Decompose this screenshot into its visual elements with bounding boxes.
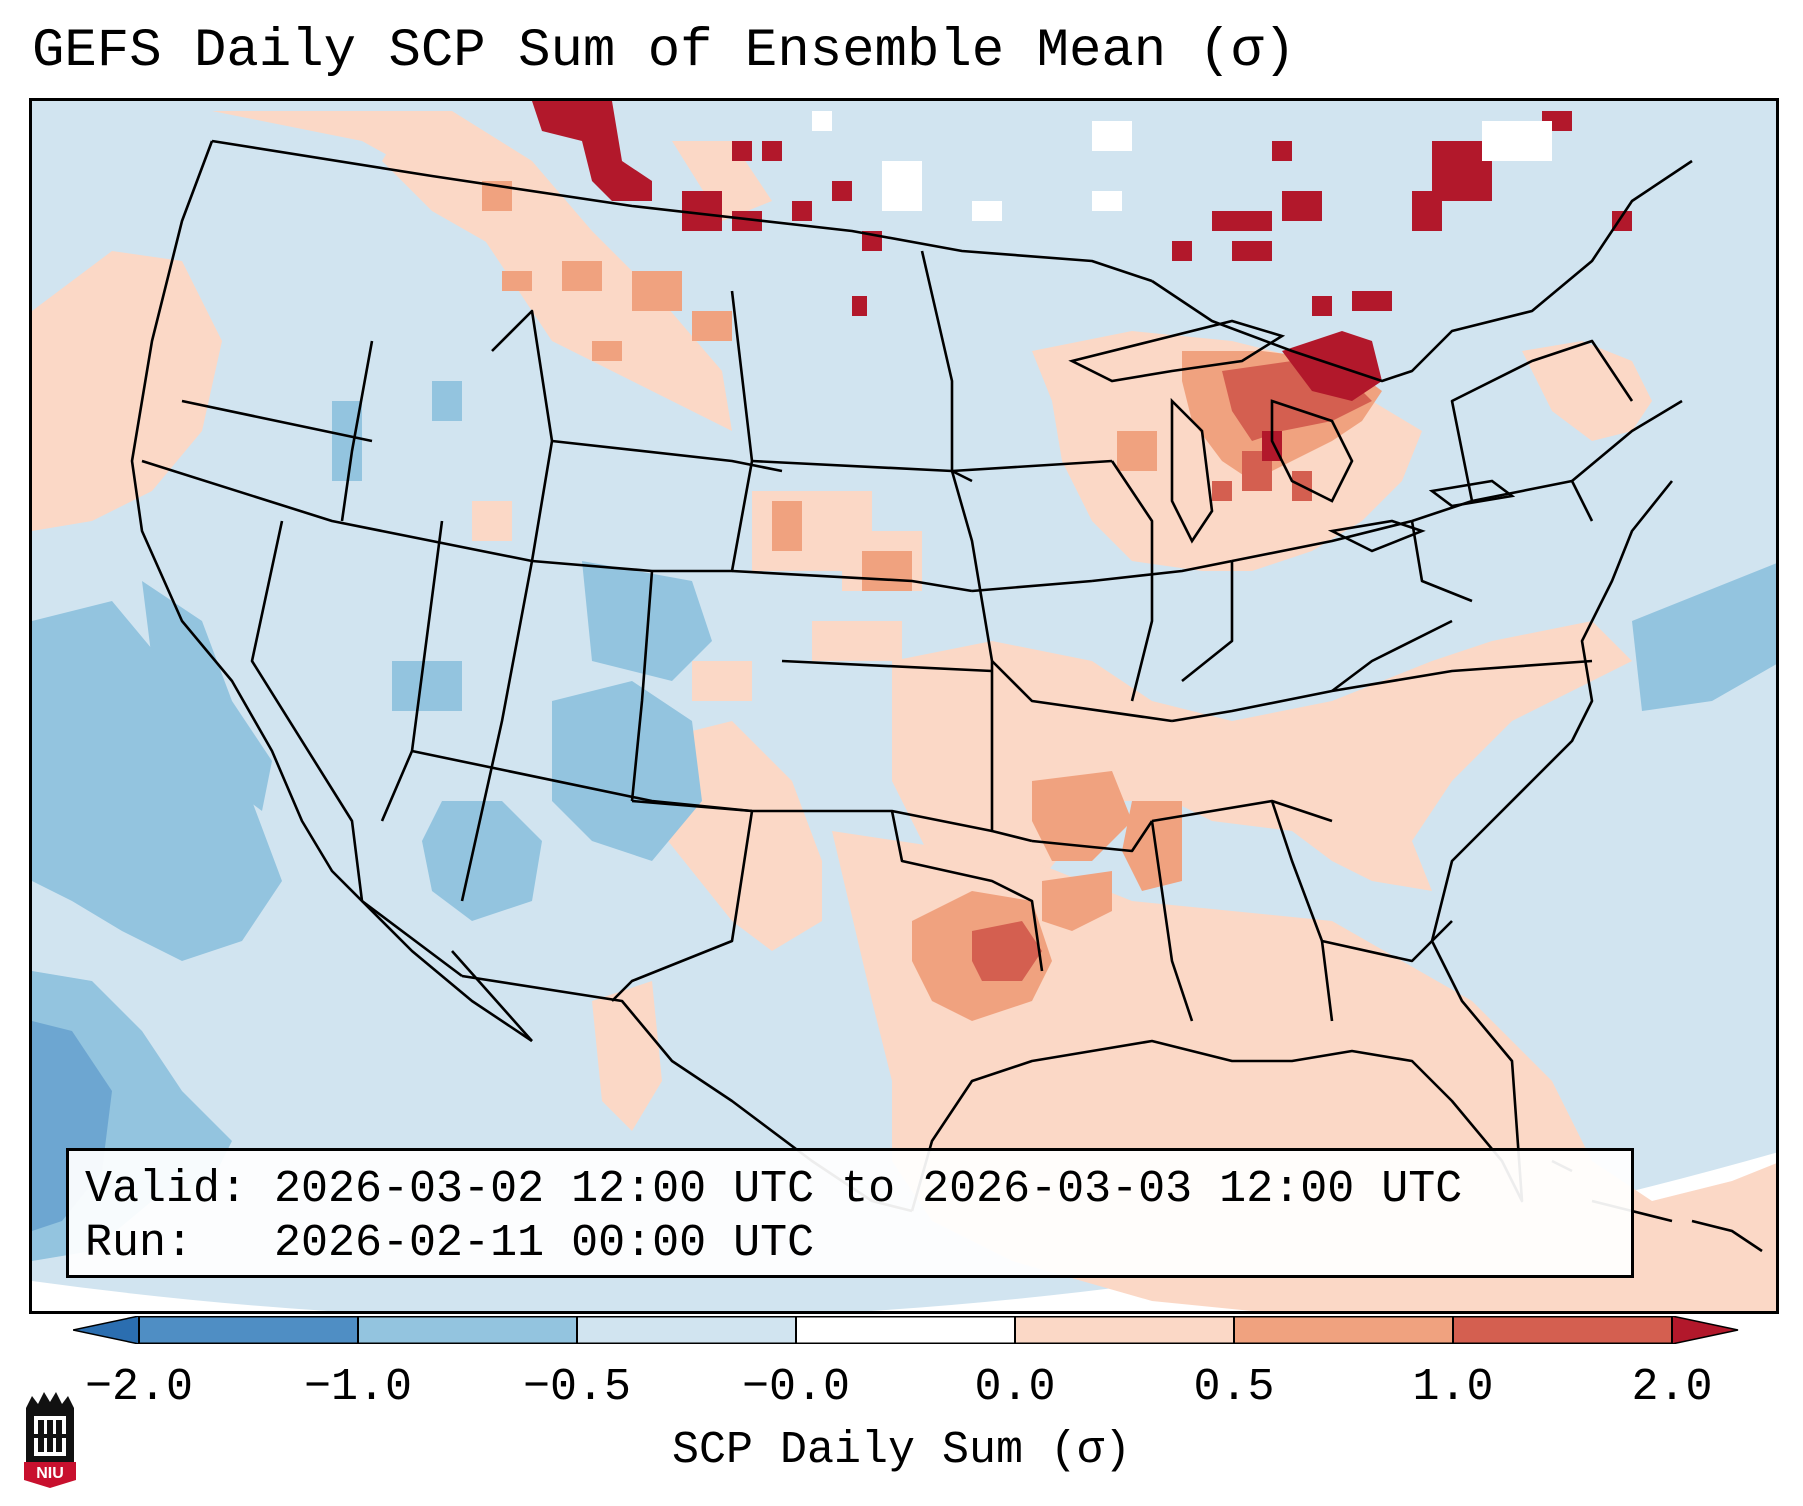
lake-ontario (1428, 479, 1516, 508)
colorbar-bin (1234, 1316, 1453, 1344)
niu-logo-icon: NIU (24, 1392, 76, 1488)
colorbar-bin (1015, 1316, 1234, 1344)
nevada (250, 520, 364, 902)
colorbar-extension-high (1671, 1316, 1739, 1344)
kansas-moderate (772, 501, 912, 591)
canada-white-neutral (812, 111, 1552, 221)
michigan-extreme (1262, 331, 1382, 461)
colorbar (73, 1316, 1739, 1344)
colorbar-bin (577, 1316, 796, 1344)
lake-michigan (1170, 397, 1214, 544)
us-canada-border (211, 139, 1153, 283)
colorbar-bin (1453, 1316, 1672, 1344)
colorbar-bin (139, 1316, 358, 1344)
colorbar-tick-label: 2.0 (1631, 1362, 1713, 1413)
colorbar-extension-low (73, 1316, 140, 1344)
lake-huron (1270, 399, 1354, 503)
run-time-line: Run: 2026-02-11 00:00 UTC (85, 1218, 815, 1269)
colorbar-tick-label: −1.0 (303, 1362, 413, 1413)
east-texas-strong (972, 921, 1042, 981)
colorbar-bin (358, 1316, 577, 1344)
colorbar-bins (73, 1316, 1739, 1344)
colorbar-tick-label: 0.0 (974, 1362, 1056, 1413)
anomaly-map (32, 101, 1776, 1311)
valid-time-line: Valid: 2026-03-02 12:00 UTC to 2026-03-0… (85, 1164, 1463, 1215)
lake-superior (1068, 319, 1286, 383)
atlantic-negative-anomaly (1632, 563, 1776, 711)
west-coast (130, 140, 533, 1043)
political-borders (130, 139, 1693, 1213)
logo-text: NIU (36, 1465, 64, 1482)
colorbar-tick-label: 1.0 (1412, 1362, 1494, 1413)
colorbar-tick-label: −0.5 (522, 1362, 632, 1413)
baja-border (451, 950, 533, 1042)
colorbar-tick-label: −2.0 (84, 1362, 194, 1413)
montana-moderate-positive (482, 181, 732, 361)
colorbar-tick-marks (138, 1316, 1673, 1344)
plains-east-border (920, 250, 1033, 843)
northeast-border (1151, 159, 1693, 383)
map-title: GEFS Daily SCP Sum of Ensemble Mean (σ) (32, 21, 1296, 82)
colorbar-tick-label: −0.0 (741, 1362, 851, 1413)
map-panel (29, 98, 1779, 1314)
great-lakes-outlines (1068, 319, 1516, 553)
idaho-washington (340, 340, 374, 522)
lake-erie (1327, 519, 1426, 553)
colorbar-tick-label: 0.5 (1193, 1362, 1275, 1413)
colorbar-label: SCP Daily Sum (σ) (671, 1425, 1132, 1476)
validity-info-box: Valid: 2026-03-02 12:00 UTC to 2026-03-0… (66, 1148, 1634, 1278)
southwest-negative-anomaly (332, 381, 712, 921)
colorbar-bin (796, 1316, 1015, 1344)
